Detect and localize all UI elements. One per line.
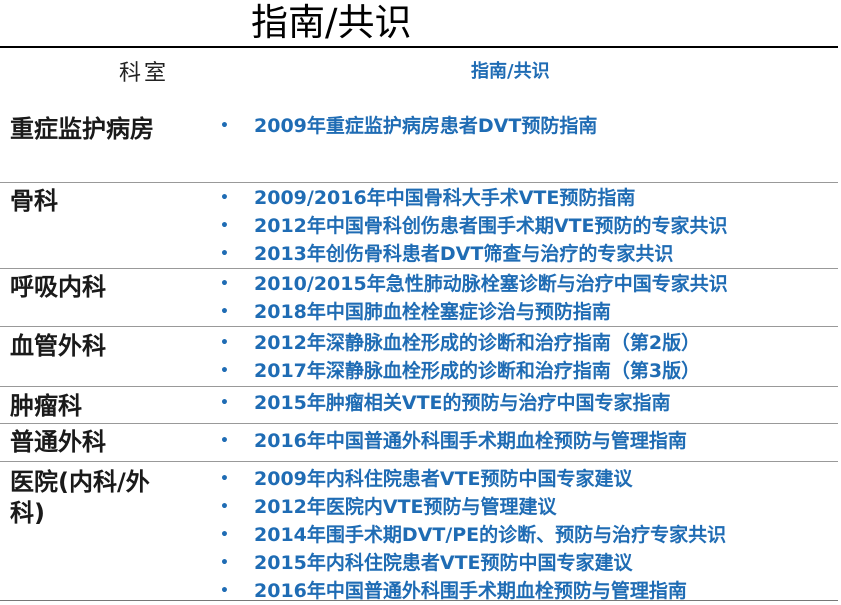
row-divider (0, 423, 838, 424)
guide-list: • 2012年深静脉血栓形成的诊断和治疗指南（第2版） • 2017年深静脉血栓形成… (220, 329, 840, 385)
list-item: • 2012年中国骨科创伤患者围手术期VTE预防的专家共识 (220, 212, 840, 240)
bullet-icon: • (220, 335, 229, 351)
bullet-icon: • (220, 583, 229, 599)
row-divider (0, 461, 838, 462)
row-divider (0, 386, 838, 387)
bullet-icon: • (220, 218, 229, 234)
list-item: • 2016年中国普通外科围手术期血栓预防与管理指南 (220, 427, 840, 455)
bullet-icon: • (220, 395, 229, 411)
bullet-icon: • (220, 246, 229, 262)
list-item: • 2016年中国普通外科围手术期血栓预防与管理指南 (220, 577, 840, 605)
bullet-icon: • (220, 190, 229, 206)
row-divider (0, 326, 838, 327)
bullet-icon: • (220, 555, 229, 571)
list-item: • 2015年内科住院患者VTE预防中国专家建议 (220, 549, 840, 577)
page-title: 指南/共识 (251, 1, 412, 44)
guide-list: • 2009/2016年中国骨科大手术VTE预防指南 • 2012年中国骨科创伤患者… (220, 184, 840, 268)
guide-list: • 2010/2015年急性肺动脉栓塞诊断与治疗中国专家共识 • 2018年中国肺血… (220, 270, 840, 326)
guide-list: • 2015年肿瘤相关VTE的预防与治疗中国专家指南 (220, 389, 840, 417)
list-item: • 2010/2015年急性肺动脉栓塞诊断与治疗中国专家共识 (220, 270, 840, 298)
dept-label: 呼吸内科 (10, 273, 106, 301)
dept-label: 骨科 (10, 187, 58, 215)
list-item: • 2015年肿瘤相关VTE的预防与治疗中国专家指南 (220, 389, 840, 417)
bullet-icon: • (220, 527, 229, 543)
bullet-icon: • (220, 433, 229, 449)
list-item: • 2012年深静脉血栓形成的诊断和治疗指南（第2版） (220, 329, 840, 357)
dept-label: 医院(内科/外科) (10, 468, 150, 527)
bullet-icon: • (220, 118, 229, 134)
list-item: • 2018年中国肺血栓栓塞症诊治与预防指南 (220, 298, 840, 326)
bullet-icon: • (220, 471, 229, 487)
dept-label: 肿瘤科 (10, 392, 82, 420)
dept-label: 普通外科 (10, 428, 106, 456)
column-header-dept: 科室 (119, 61, 170, 86)
row-divider (0, 268, 838, 269)
list-item: • 2014年围手术期DVT/PE的诊断、预防与治疗专家共识 (220, 521, 840, 549)
table-bottom-divider (0, 600, 838, 601)
column-header-guide: 指南/共识 (471, 61, 550, 82)
guide-list: • 2009年内科住院患者VTE预防中国专家建议 • 2012年医院内VTE预防与管… (220, 465, 840, 605)
list-item: • 2009年重症监护病房患者DVT预防指南 (220, 112, 840, 140)
dept-label: 重症监护病房 (10, 115, 154, 143)
guide-list: • 2016年中国普通外科围手术期血栓预防与管理指南 (220, 427, 840, 455)
row-divider (0, 182, 838, 183)
bullet-icon: • (220, 276, 229, 292)
bullet-icon: • (220, 363, 229, 379)
bullet-icon: • (220, 304, 229, 320)
list-item: • 2017年深静脉血栓形成的诊断和治疗指南（第3版） (220, 357, 840, 385)
list-item: • 2013年创伤骨科患者DVT筛查与治疗的专家共识 (220, 240, 840, 268)
list-item: • 2009年内科住院患者VTE预防中国专家建议 (220, 465, 840, 493)
guide-list: • 2009年重症监护病房患者DVT预防指南 (220, 112, 840, 140)
list-item: • 2009/2016年中国骨科大手术VTE预防指南 (220, 184, 840, 212)
dept-label: 血管外科 (10, 332, 106, 360)
title-divider (0, 46, 838, 48)
bullet-icon: • (220, 499, 229, 515)
list-item: • 2012年医院内VTE预防与管理建议 (220, 493, 840, 521)
